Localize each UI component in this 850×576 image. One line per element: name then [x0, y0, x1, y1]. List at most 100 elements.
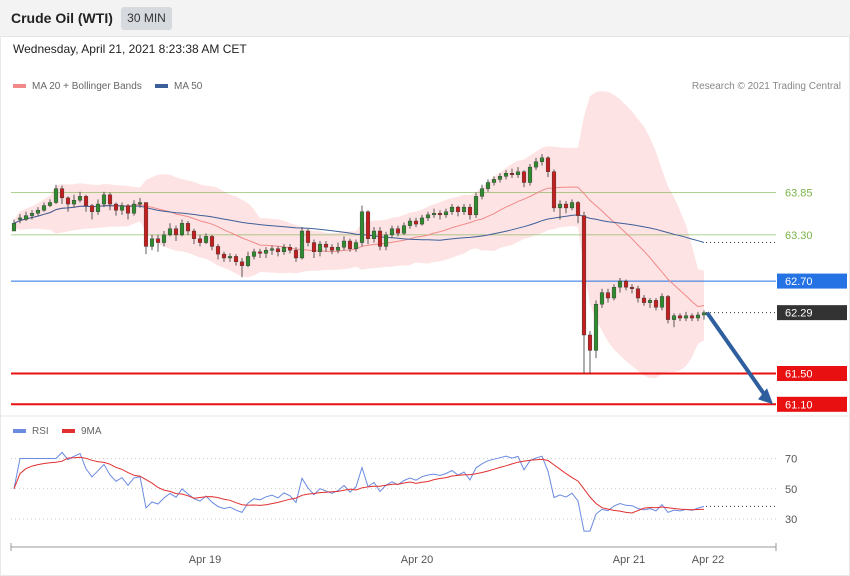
candle: [233, 254, 239, 266]
candle: [359, 205, 365, 247]
candle: [665, 294, 671, 324]
candle: [365, 210, 371, 245]
last-price-label-box: [777, 305, 847, 321]
candle-body: [671, 315, 677, 320]
legend-ma20: MA 20 + Bollinger Bands: [13, 81, 142, 92]
pivot-label-box: [777, 273, 847, 289]
candle-body: [395, 228, 401, 234]
candle: [281, 244, 287, 255]
support-label: 61.50: [785, 369, 813, 381]
resistance-label: 63.85: [785, 188, 813, 200]
candle-body: [125, 205, 131, 214]
candle-body: [101, 194, 107, 205]
candle: [263, 247, 269, 258]
candle: [107, 192, 113, 211]
candle: [677, 313, 683, 322]
candle-body: [323, 243, 329, 248]
candle-body: [107, 194, 113, 205]
candle-body: [347, 240, 353, 249]
header-bar: Crude Oil (WTI) 30 MIN: [0, 0, 850, 37]
candle: [269, 245, 275, 255]
candle-body: [23, 215, 29, 220]
candle-body: [365, 211, 371, 239]
x-tick-label: Apr 21: [613, 554, 645, 566]
candle: [305, 228, 311, 247]
candle: [347, 238, 353, 252]
candle: [317, 241, 323, 257]
candle-body: [455, 206, 461, 212]
candle: [509, 168, 515, 178]
candle: [251, 248, 257, 260]
candle-body: [179, 223, 185, 236]
candle: [191, 228, 197, 245]
rsi-swatch: [13, 429, 26, 434]
candle-body: [443, 211, 449, 216]
candle: [197, 234, 203, 247]
candle-body: [263, 250, 269, 254]
candle-body: [353, 242, 359, 249]
candle-body: [317, 243, 323, 253]
candle: [119, 202, 125, 215]
instrument-title: Crude Oil (WTI): [11, 10, 113, 26]
candle: [311, 239, 317, 258]
candle: [395, 225, 401, 237]
candle-body: [209, 236, 215, 247]
candle-body: [383, 234, 389, 247]
candle: [479, 184, 485, 200]
candle-body: [473, 196, 479, 216]
candle-body: [269, 248, 275, 251]
candle: [377, 227, 383, 251]
rsi-tick-label: 50: [785, 484, 797, 496]
candle-body: [155, 238, 161, 243]
candle-body: [695, 314, 701, 319]
candle: [515, 167, 521, 178]
candle: [551, 169, 557, 212]
candle: [671, 313, 677, 328]
candle-body: [605, 292, 611, 299]
candle-body: [89, 205, 95, 212]
candle-body: [689, 315, 695, 319]
legend-9ma-label: 9MA: [81, 426, 102, 437]
candle-body: [623, 280, 629, 288]
candle: [353, 239, 359, 252]
candle-body: [437, 213, 443, 216]
candle-body: [47, 202, 53, 206]
candle-body: [149, 238, 155, 247]
candle: [209, 234, 215, 251]
candle-body: [185, 223, 191, 232]
candles: [11, 153, 707, 374]
candle-body: [617, 280, 623, 288]
candle-body: [227, 256, 233, 259]
candle-body: [413, 220, 419, 225]
x-tick-label: Apr 20: [401, 554, 433, 566]
candle-body: [197, 238, 203, 243]
candle-body: [245, 256, 251, 266]
candle: [275, 246, 281, 257]
candle-body: [683, 315, 689, 319]
rsi-tick-label: 70: [785, 454, 797, 466]
candle-body: [665, 296, 671, 320]
candle-body: [113, 203, 119, 211]
ma20-swatch: [13, 84, 26, 89]
candle: [41, 202, 47, 212]
candle: [287, 244, 293, 254]
timeframe-button[interactable]: 30 MIN: [121, 7, 172, 30]
candle: [611, 284, 617, 301]
candle-body: [77, 196, 83, 201]
candle: [35, 207, 41, 216]
candle: [569, 199, 575, 211]
candle-body: [521, 171, 527, 183]
candle: [77, 191, 83, 203]
candle: [137, 197, 143, 208]
forecast-arrow-head: [758, 388, 773, 405]
candle: [467, 204, 473, 220]
candle-body: [551, 171, 557, 209]
candle-body: [233, 256, 239, 263]
candle: [161, 231, 167, 247]
candle-body: [377, 230, 383, 247]
resistance-label: 63.30: [785, 230, 813, 242]
candle: [23, 211, 29, 221]
candle: [491, 176, 497, 186]
candle: [545, 156, 551, 178]
candle-body: [11, 223, 17, 232]
